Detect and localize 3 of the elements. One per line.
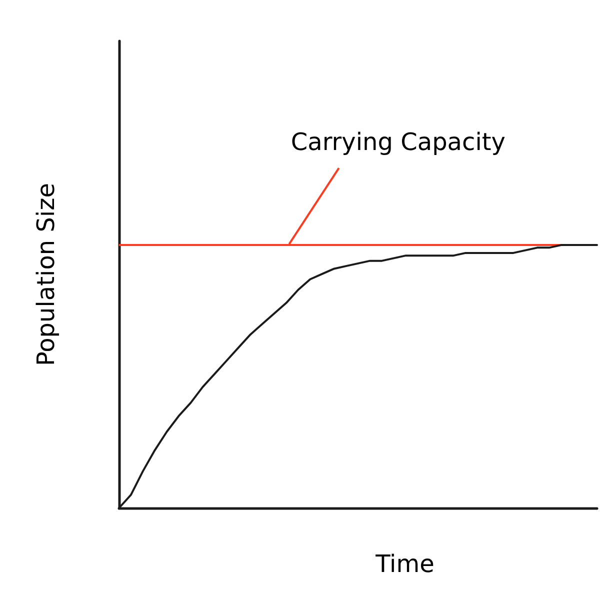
x-axis-title: Time [374,550,434,578]
y-axis-title: Population Size [32,183,60,366]
ref-line-label: Carrying Capacity [290,128,506,156]
